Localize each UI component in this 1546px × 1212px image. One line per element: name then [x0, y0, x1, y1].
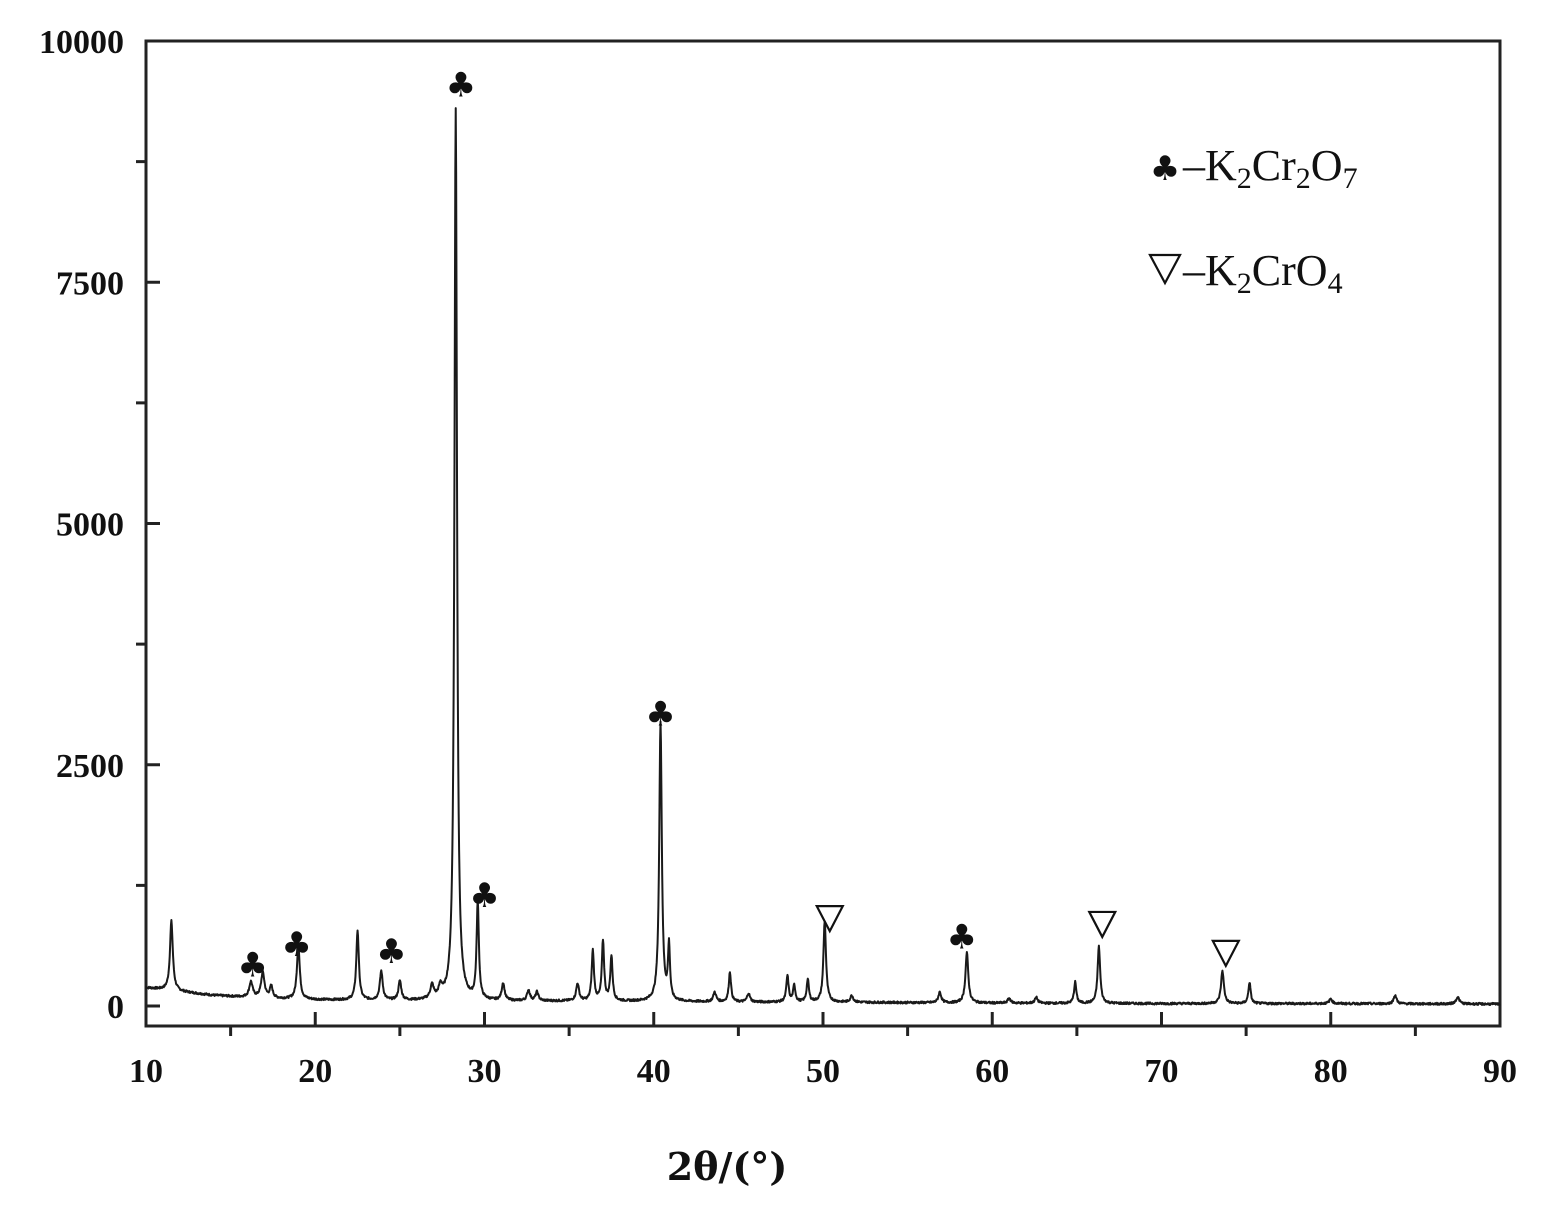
x-tick-label-30: 30 [468, 1053, 502, 1090]
peak-marker-k2cr2o7-1: ♣ [281, 925, 311, 965]
x-tick-label-60: 60 [975, 1053, 1009, 1090]
y-tick-label-2500: 2500 [56, 748, 124, 785]
x-tick-label-20: 20 [298, 1053, 332, 1090]
x-axis-title: 2θ/(°) [667, 1144, 788, 1189]
x-tick-label-40: 40 [637, 1053, 671, 1090]
legend-label-0: –K2Cr2O7 [1182, 141, 1358, 195]
x-tick-label-10: 10 [129, 1053, 163, 1090]
peak-marker-k2cro4-8 [1087, 910, 1118, 940]
legend: ♣ –K2Cr2O7 –K2CrO4 [1148, 141, 1358, 300]
axis-ticks [136, 39, 1502, 1036]
peak-marker-k2cr2o7-0: ♣ [237, 946, 267, 986]
x-tick-label-70: 70 [1145, 1053, 1179, 1090]
x-tick-label-90: 90 [1483, 1053, 1517, 1090]
y-tick-label-10000: 10000 [39, 24, 124, 61]
peak-marker-k2cr2o7-7: ♣ [947, 918, 977, 958]
peak-marker-k2cro4-6 [814, 905, 845, 934]
peak-marker-k2cr2o7-2: ♣ [376, 932, 406, 972]
legend-symbol-k2cr2o7: ♣ [1150, 149, 1180, 189]
peak-marker-k2cr2o7-5: ♣ [645, 695, 675, 735]
axis-tick-labels: 10 20 30 40 50 60 70 80 90 0 2500 5000 7500 10000 [39, 24, 1517, 1090]
peak-marker-k2cr2o7-4: ♣ [469, 876, 499, 916]
legend-symbol-k2cro4 [1148, 253, 1182, 286]
peak-marker-k2cro4-9 [1211, 939, 1241, 969]
x-tick-label-80: 80 [1314, 1053, 1348, 1090]
y-tick-label-5000: 5000 [56, 507, 124, 544]
xrd-pattern-line [145, 107, 1501, 1006]
y-tick-label-7500: 7500 [56, 265, 124, 302]
y-tick-label-0: 0 [107, 989, 124, 1026]
legend-label-1: –K2CrO4 [1182, 246, 1343, 300]
peak-marker-k2cr2o7-3: ♣ [446, 65, 476, 105]
x-tick-label-50: 50 [806, 1053, 840, 1090]
peak-annotations: ♣ ♣ ♣ ♣ ♣ ♣ ♣ [237, 65, 1241, 986]
